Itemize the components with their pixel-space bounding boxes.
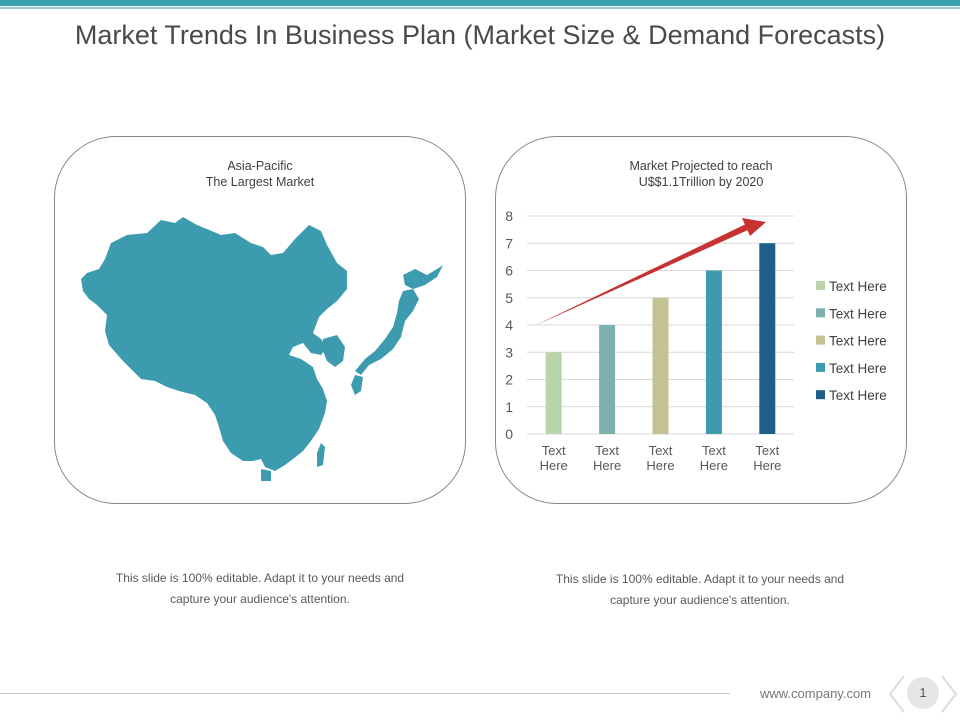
legend-label: Text Here xyxy=(829,361,887,376)
x-tick-label: Text xyxy=(542,443,566,458)
chart-caption-line2: U$$1.1Trillion by 2020 xyxy=(638,175,764,189)
y-tick-label: 4 xyxy=(505,317,513,333)
legend-swatch xyxy=(816,335,825,345)
top-accent-bar-light xyxy=(0,7,960,9)
map-kyushu xyxy=(351,375,363,395)
y-tick-label: 6 xyxy=(505,263,513,279)
chevron-left-icon xyxy=(888,675,905,713)
page-number: 1 xyxy=(907,677,939,709)
map-caption-line2: The Largest Market xyxy=(205,175,315,189)
x-tick-label: Here xyxy=(753,458,781,473)
y-tick-label: 8 xyxy=(505,208,513,224)
map-taiwan xyxy=(317,443,325,467)
note-right: This slide is 100% editable. Adapt it to… xyxy=(555,572,845,607)
x-tick-label: Here xyxy=(540,458,568,473)
footer-url: www.company.com xyxy=(760,686,872,701)
map-hainan xyxy=(261,469,271,481)
note-left: This slide is 100% editable. Adapt it to… xyxy=(115,571,405,606)
legend-label: Text Here xyxy=(829,388,887,403)
legend-label: Text Here xyxy=(829,334,887,349)
x-tick-label: Text xyxy=(649,443,673,458)
bar xyxy=(652,297,669,434)
y-tick-label: 0 xyxy=(505,426,513,442)
x-tick-label: Here xyxy=(593,458,621,473)
bar xyxy=(599,325,616,434)
asia-pacific-map xyxy=(75,215,447,495)
x-tick-label: Text xyxy=(755,443,779,458)
trend-arrow-shaft xyxy=(534,224,748,326)
footer-divider xyxy=(0,693,730,694)
bar xyxy=(759,243,776,434)
y-tick-label: 7 xyxy=(505,235,513,251)
map-hokkaido xyxy=(403,265,443,289)
y-tick-label: 5 xyxy=(505,290,513,306)
chart-caption-line1: Market Projected to reach xyxy=(629,159,773,173)
legend-swatch xyxy=(816,308,825,318)
y-tick-label: 1 xyxy=(505,399,513,415)
bar xyxy=(545,352,562,434)
map-panel: Asia-Pacific The Largest Market xyxy=(54,136,466,504)
map-icon xyxy=(81,217,443,481)
x-tick-label: Text xyxy=(595,443,619,458)
slide-title: Market Trends In Business Plan (Market S… xyxy=(74,20,886,50)
y-tick-label: 2 xyxy=(505,372,513,388)
y-tick-label: 3 xyxy=(505,344,513,360)
legend-swatch xyxy=(816,281,825,290)
legend-label: Text Here xyxy=(829,279,887,294)
bar xyxy=(705,270,722,434)
chevron-right-icon xyxy=(941,675,958,713)
map-japan xyxy=(355,289,419,375)
top-accent-bar xyxy=(0,0,960,6)
chart-panel: Market Projected to reach U$$1.1Trillion… xyxy=(495,136,907,504)
x-tick-label: Text xyxy=(702,443,726,458)
trend-arrow-head xyxy=(742,218,766,236)
map-mainland xyxy=(81,217,347,471)
map-caption-line1: Asia-Pacific xyxy=(227,159,293,173)
map-korea xyxy=(323,335,345,367)
x-tick-label: Here xyxy=(646,458,674,473)
x-tick-label: Here xyxy=(700,458,728,473)
legend-label: Text Here xyxy=(829,306,887,321)
legend-swatch xyxy=(816,390,825,400)
legend-swatch xyxy=(816,362,825,372)
